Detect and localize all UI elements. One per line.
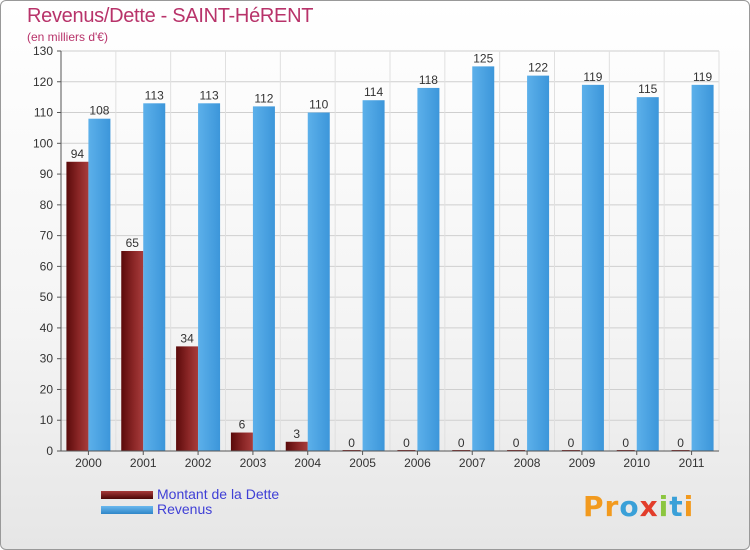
bar-revenus-2008 [527,75,550,451]
legend-label-revenus: Revenus [157,501,213,517]
value-label-dette: 0 [568,436,575,450]
value-label-dette: 0 [458,436,465,450]
value-label-revenus: 125 [473,51,493,65]
x-tick-label: 2010 [623,456,650,470]
value-label-dette: 0 [677,436,684,450]
bar-dette-2001 [121,251,144,451]
value-label-dette: 3 [293,427,300,441]
x-tick-label: 2002 [185,456,212,470]
bar-dette-2000 [66,161,89,451]
logo-letter: o [619,490,640,523]
chart-title: Revenus/Dette - SAINT-HéRENT [27,5,314,27]
value-label-dette: 94 [71,147,85,161]
value-label-dette: 0 [403,436,410,450]
x-tick-label: 2004 [294,456,321,470]
value-label-dette: 6 [239,418,246,432]
value-label-dette: 0 [622,436,629,450]
bar-revenus-2004 [307,112,330,452]
x-tick-label: 2006 [404,456,431,470]
value-label-dette: 0 [513,436,520,450]
logo-letter: i [683,490,695,523]
y-tick-label: 60 [40,259,54,273]
legend-label-dette: Montant de la Dette [157,486,280,502]
bar-dette-2004 [285,441,308,451]
proxiti-logo: Proxiti [583,490,694,523]
bar-revenus-2006 [417,87,440,451]
x-tick-label: 2008 [514,456,541,470]
logo-letter: P [583,490,605,523]
legend-swatch-dette [101,490,153,499]
legend-item-dette: Montant de la Dette [101,487,279,502]
x-tick-label: 2009 [569,456,596,470]
y-tick-label: 110 [34,106,53,120]
value-label-revenus: 119 [693,70,712,84]
bar-revenus-2003 [252,106,275,451]
y-tick-label: 0 [46,444,53,458]
y-tick-label: 40 [40,321,54,335]
bar-revenus-2005 [362,100,385,451]
y-tick-label: 120 [33,75,53,89]
y-axis: 0 10 20 30 40 50 60 70 80 90 100 110 120 130 [33,44,62,458]
logo-letter: i [658,490,670,523]
value-label-revenus: 122 [528,61,548,75]
x-tick-label: 2005 [349,456,376,470]
chart-subtitle: (en milliers d'€) [27,30,108,44]
logo-letter: r [604,490,620,523]
y-tick-label: 50 [40,290,54,304]
x-tick-label: 2001 [130,456,157,470]
legend-swatch-revenus [101,505,153,514]
y-tick-label: 10 [40,413,54,427]
bar-revenus-2000 [88,118,111,451]
y-tick-label: 130 [33,44,53,58]
bar-revenus-2001 [143,103,166,452]
bar-dette-2003 [230,432,253,451]
legend: Montant de la Dette Revenus [101,487,279,517]
bar-revenus-2011 [691,84,714,451]
value-label-revenus: 118 [419,73,438,87]
y-tick-label: 70 [40,229,54,243]
value-label-revenus: 108 [89,104,109,118]
x-tick-label: 2003 [240,456,267,470]
bar-revenus-2002 [198,103,221,452]
y-tick-label: 20 [40,382,54,396]
bar-revenus-2007 [472,66,495,451]
legend-item-revenus: Revenus [101,502,279,517]
data-labels: 94 108 65 113 34 113 6 112 3 110 0 114 0 118 0 125 0 122 0… [71,51,713,450]
value-label-dette: 34 [180,331,194,345]
logo-letter: x [639,490,659,523]
value-label-revenus: 113 [200,88,219,102]
y-tick-label: 30 [40,352,54,366]
value-label-revenus: 114 [364,85,383,99]
bar-dette-2002 [176,346,199,451]
y-tick-label: 90 [40,167,54,181]
x-tick-label: 2007 [459,456,486,470]
x-tick-label: 2011 [679,456,705,470]
y-tick-label: 80 [40,198,54,212]
value-label-dette: 65 [126,236,140,250]
bar-revenus-2009 [581,84,604,451]
value-label-revenus: 113 [145,88,164,102]
logo-letter: t [669,490,684,523]
x-axis: 2000 2001 2002 2003 2004 2005 2006 2007 2008 2009… [61,450,719,470]
value-label-revenus: 119 [583,70,602,84]
value-label-dette: 0 [348,436,355,450]
x-tick-label: 2000 [75,456,102,470]
y-tick-label: 100 [33,136,53,150]
value-label-revenus: 112 [254,91,273,105]
bar-revenus-2010 [636,97,659,452]
bars [66,66,714,452]
value-label-revenus: 115 [638,82,657,96]
value-label-revenus: 110 [309,98,328,112]
